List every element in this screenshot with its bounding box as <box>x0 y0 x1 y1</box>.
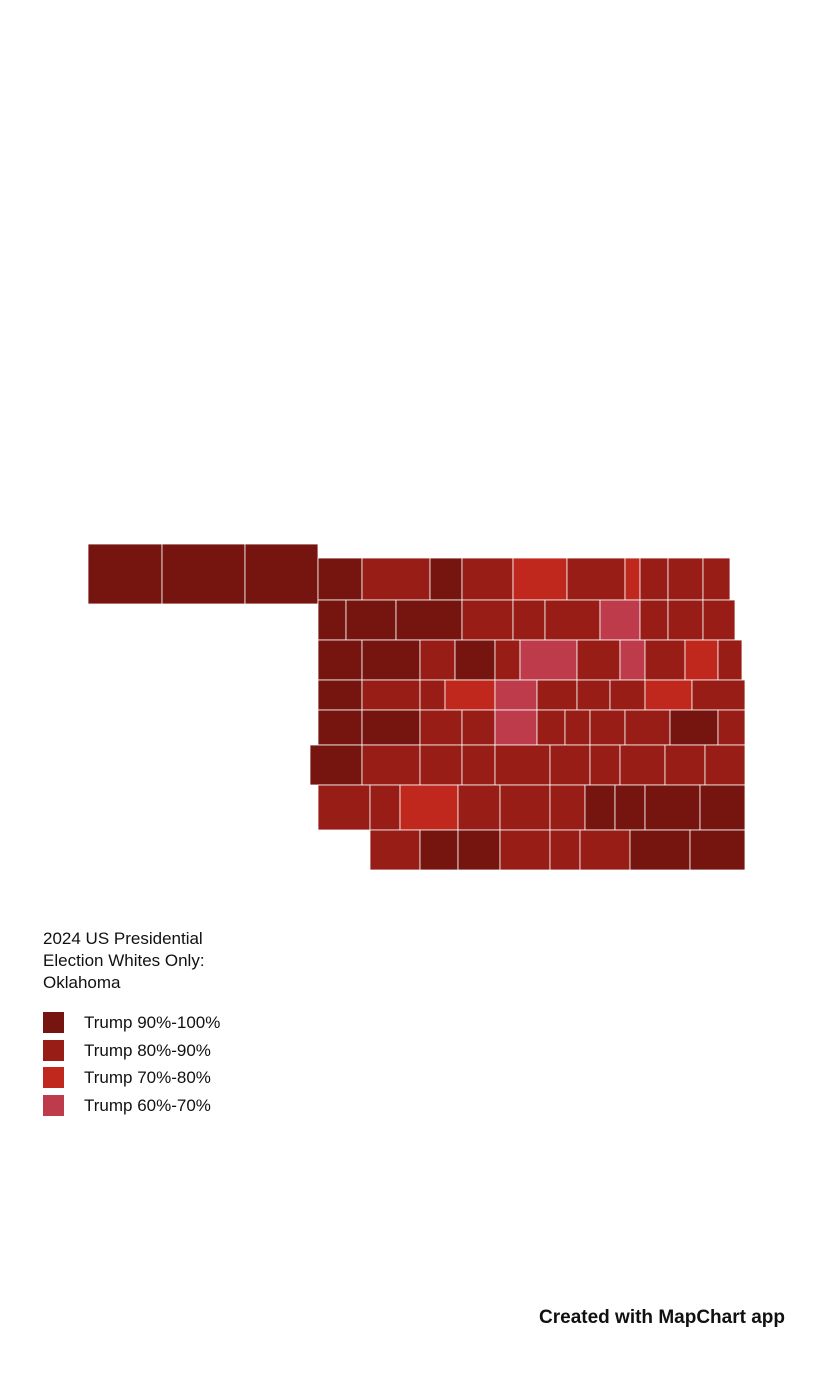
county <box>639 557 669 601</box>
county <box>549 744 591 786</box>
legend-swatch <box>43 1094 64 1116</box>
county <box>317 679 363 711</box>
county <box>576 679 611 711</box>
county <box>619 639 646 681</box>
county <box>624 709 671 746</box>
county <box>369 829 421 871</box>
county <box>644 784 701 831</box>
county <box>444 679 496 711</box>
county <box>454 639 496 681</box>
legend-swatch <box>43 1012 64 1033</box>
county <box>361 557 431 601</box>
county <box>457 784 501 831</box>
county <box>361 709 421 746</box>
county <box>566 557 626 601</box>
legend-label: Trump 80%-90% <box>84 1040 211 1060</box>
county <box>369 784 401 831</box>
legend-swatch <box>43 1039 64 1061</box>
county <box>589 744 621 786</box>
county <box>317 639 363 681</box>
legend-label: Trump 70%-80% <box>84 1068 211 1087</box>
county <box>669 709 719 746</box>
map <box>87 543 746 871</box>
county <box>579 829 631 871</box>
county <box>461 744 496 786</box>
county <box>395 599 463 641</box>
county <box>624 557 641 601</box>
county <box>576 639 621 681</box>
county <box>161 543 246 605</box>
county <box>629 829 691 871</box>
county <box>461 599 514 641</box>
county <box>544 599 601 641</box>
county <box>584 784 616 831</box>
county <box>589 709 626 746</box>
county <box>309 744 363 786</box>
county <box>494 639 521 681</box>
legend-swatch <box>43 1067 64 1088</box>
county <box>684 639 719 681</box>
county <box>361 679 421 711</box>
legend-label: Trump 90%-100% <box>84 1013 221 1032</box>
county <box>317 599 347 641</box>
county <box>361 744 421 786</box>
county <box>667 599 704 641</box>
county <box>644 679 693 711</box>
county <box>704 744 746 786</box>
county <box>717 639 743 681</box>
county <box>549 784 586 831</box>
county <box>317 709 363 746</box>
county <box>461 557 514 601</box>
footer: Created with MapChart app <box>539 1307 785 1328</box>
county <box>512 557 568 601</box>
county <box>244 543 319 605</box>
county <box>419 829 459 871</box>
county <box>457 829 501 871</box>
county <box>419 709 463 746</box>
county <box>494 679 538 711</box>
county <box>664 744 706 786</box>
county <box>461 709 496 746</box>
county <box>494 744 551 786</box>
county <box>699 784 746 831</box>
county <box>87 543 163 605</box>
county <box>564 709 591 746</box>
county <box>536 709 566 746</box>
county <box>419 639 456 681</box>
county <box>536 679 578 711</box>
county <box>619 744 666 786</box>
county <box>317 557 363 601</box>
county <box>419 744 463 786</box>
county <box>599 599 641 641</box>
county <box>702 599 736 641</box>
county <box>639 599 669 641</box>
legend-title: 2024 US Presidential Election Whites Onl… <box>43 929 205 992</box>
county <box>549 829 581 871</box>
county <box>512 599 546 641</box>
county <box>689 829 746 871</box>
county <box>317 784 371 831</box>
county <box>614 784 646 831</box>
county <box>419 679 446 711</box>
county <box>644 639 686 681</box>
county <box>717 709 746 746</box>
county <box>499 784 551 831</box>
county <box>345 599 397 641</box>
legend-label: Trump 60%-70% <box>84 1095 211 1115</box>
county <box>494 709 538 746</box>
county <box>609 679 646 711</box>
county <box>499 829 551 871</box>
county <box>702 557 731 601</box>
county <box>519 639 578 681</box>
county <box>667 557 704 601</box>
county <box>361 639 421 681</box>
county <box>399 784 459 831</box>
county <box>429 557 463 601</box>
county <box>691 679 746 711</box>
